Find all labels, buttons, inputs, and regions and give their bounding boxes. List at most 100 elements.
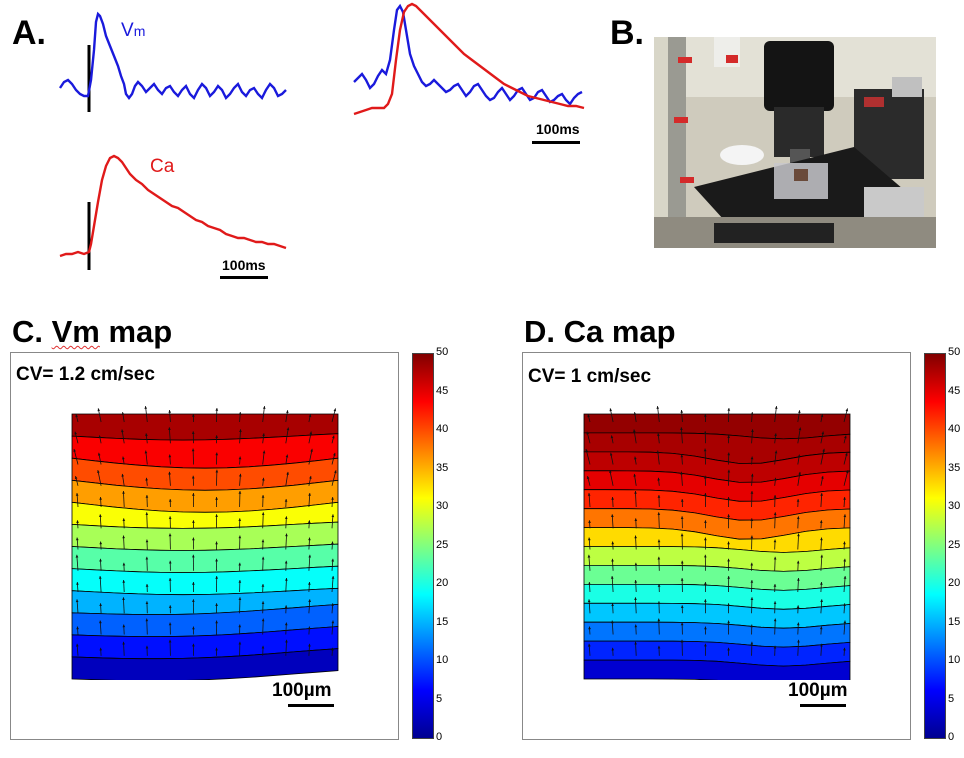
overlay-trace-plot [353, 2, 585, 116]
velocity-arrowhead [144, 406, 148, 409]
velocity-arrowhead [99, 647, 103, 651]
velocity-arrowhead [633, 473, 636, 477]
velocity-arrowhead [703, 448, 707, 452]
velocity-arrowhead [657, 556, 661, 560]
velocity-arrowhead [845, 408, 849, 412]
velocity-arrow [285, 639, 287, 656]
colorbar-tick-label: 0 [948, 731, 955, 743]
colorbar-tick-label: 15 [948, 615, 961, 628]
colorbar-tick-label: 35 [436, 461, 449, 474]
colorbar-tick-label: 5 [436, 692, 443, 705]
setup-photo [654, 37, 936, 248]
velocity-arrowhead [309, 476, 312, 479]
velocity-arrowhead [122, 518, 126, 521]
velocity-arrowhead [73, 449, 76, 452]
velocity-arrowhead [727, 647, 730, 651]
velocity-arrowhead [843, 620, 847, 624]
contour-band [583, 659, 851, 680]
velocity-arrowhead [168, 410, 172, 413]
velocity-arrowhead [215, 541, 218, 545]
velocity-arrowhead [99, 603, 102, 606]
velocity-arrowhead [657, 584, 661, 587]
velocity-arrowhead [75, 493, 79, 496]
velocity-arrowhead [774, 433, 777, 437]
colorbar-tick-label: 15 [436, 615, 449, 628]
velocity-arrowhead [727, 435, 730, 438]
velocity-arrowhead [168, 454, 172, 458]
colorbar-tick-label: 25 [948, 538, 961, 551]
velocity-arrowhead [797, 533, 800, 537]
colorbar-tick-label: 20 [948, 577, 961, 589]
velocity-arrowhead [680, 471, 683, 475]
velocity-arrowhead [588, 582, 591, 585]
velocity-arrowhead [798, 471, 801, 475]
velocity-arrowhead [168, 622, 172, 626]
colorbar-tick-label: 45 [436, 384, 449, 397]
velocity-arrowhead [99, 514, 102, 517]
ca-contour-map [583, 406, 851, 680]
velocity-arrowhead [122, 580, 126, 583]
velocity-arrowhead [680, 533, 684, 537]
vm-scale-label: 100µm [272, 680, 332, 701]
vm-colorbar [412, 353, 434, 739]
velocity-arrowhead [680, 516, 684, 519]
velocity-arrowhead [145, 477, 148, 481]
velocity-arrowhead [238, 641, 242, 645]
velocity-arrowhead [331, 514, 335, 518]
colorbar-tick-label: 40 [436, 423, 449, 435]
colorbar-tick-label: 40 [948, 423, 961, 435]
velocity-arrowhead [261, 495, 265, 498]
velocity-arrowhead [168, 499, 172, 502]
vm-trace-plot [59, 11, 287, 112]
scale-label-top: 100ms [536, 121, 580, 137]
velocity-arrowhead [680, 622, 684, 626]
velocity-arrowhead [773, 618, 777, 622]
velocity-arrowhead [704, 643, 707, 647]
velocity-arrowhead [773, 539, 777, 543]
velocity-arrow [774, 406, 777, 423]
velocity-arrowhead [308, 554, 312, 558]
velocity-arrowhead [76, 582, 79, 585]
velocity-arrowhead [587, 414, 590, 418]
velocity-arrowhead [331, 647, 334, 651]
velocity-arrowhead [261, 601, 265, 604]
velocity-arrowhead [634, 491, 637, 494]
velocity-arrowhead [774, 406, 778, 409]
velocity-arrowhead [704, 554, 707, 558]
velocity-arrow [774, 618, 776, 635]
velocity-arrowhead [285, 639, 288, 643]
velocity-arrowhead [238, 473, 242, 477]
velocity-arrowhead [611, 647, 615, 651]
velocity-arrowhead [145, 645, 149, 649]
velocity-arrowhead [634, 624, 638, 628]
velocity-arrowhead [238, 412, 242, 415]
velocity-arrowhead [727, 497, 730, 500]
velocity-arrowhead [657, 618, 661, 622]
colorbar-tick-label: 10 [436, 654, 449, 666]
velocity-arrowhead [285, 578, 288, 581]
velocity-arrowhead [238, 491, 242, 494]
velocity-arrowhead [798, 410, 801, 413]
velocity-arrowhead [145, 512, 149, 515]
velocity-arrowhead [99, 558, 102, 562]
velocity-arrowhead [821, 476, 824, 479]
velocity-arrowhead [680, 639, 684, 643]
velocity-arrowhead [215, 435, 218, 438]
velocity-arrowhead [145, 618, 149, 622]
velocity-arrowhead [610, 435, 614, 439]
velocity-arrowhead [634, 580, 638, 583]
velocity-arrowhead [308, 582, 311, 585]
velocity-arrowhead [843, 514, 847, 518]
velocity-arrowhead [286, 427, 290, 431]
velocity-arrowhead [145, 495, 149, 498]
velocity-arrowhead [845, 452, 848, 456]
panel-a-label: A. [12, 14, 46, 52]
velocity-arrowhead [609, 470, 612, 473]
velocity-arrowhead [191, 448, 195, 452]
velocity-arrowhead [74, 476, 78, 479]
velocity-arrowhead [238, 597, 242, 600]
velocity-arrowhead [704, 520, 707, 523]
velocity-arrowhead [215, 603, 218, 606]
velocity-arrowhead [680, 578, 684, 581]
velocity-arrowhead [750, 473, 754, 477]
